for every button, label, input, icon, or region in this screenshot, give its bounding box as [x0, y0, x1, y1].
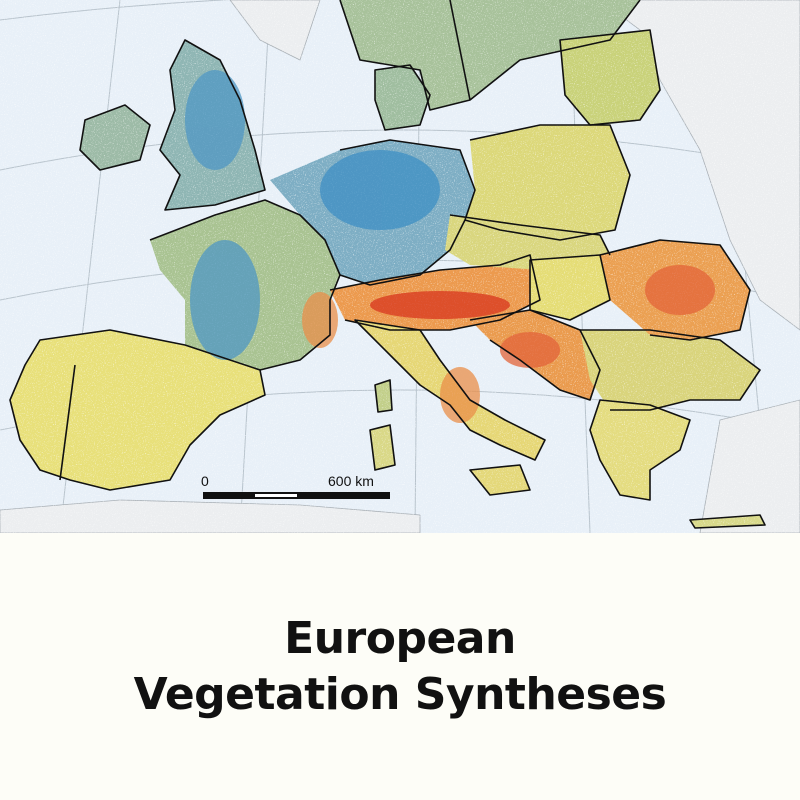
raster-speckle	[0, 0, 800, 533]
caption-line-1: European	[284, 612, 516, 664]
caption: European Vegetation Syntheses	[0, 533, 800, 800]
map-panel: 0 600 km	[0, 0, 800, 533]
scale-bar: 0 600 km	[201, 473, 390, 499]
national-borders	[9, 0, 766, 529]
scale-label-distance: 600 km	[328, 473, 374, 489]
caption-line-2: Vegetation Syntheses	[133, 668, 667, 720]
vegetation-map: 0 600 km	[0, 0, 800, 533]
hotspots	[185, 70, 715, 423]
scale-label-zero: 0	[201, 473, 209, 489]
